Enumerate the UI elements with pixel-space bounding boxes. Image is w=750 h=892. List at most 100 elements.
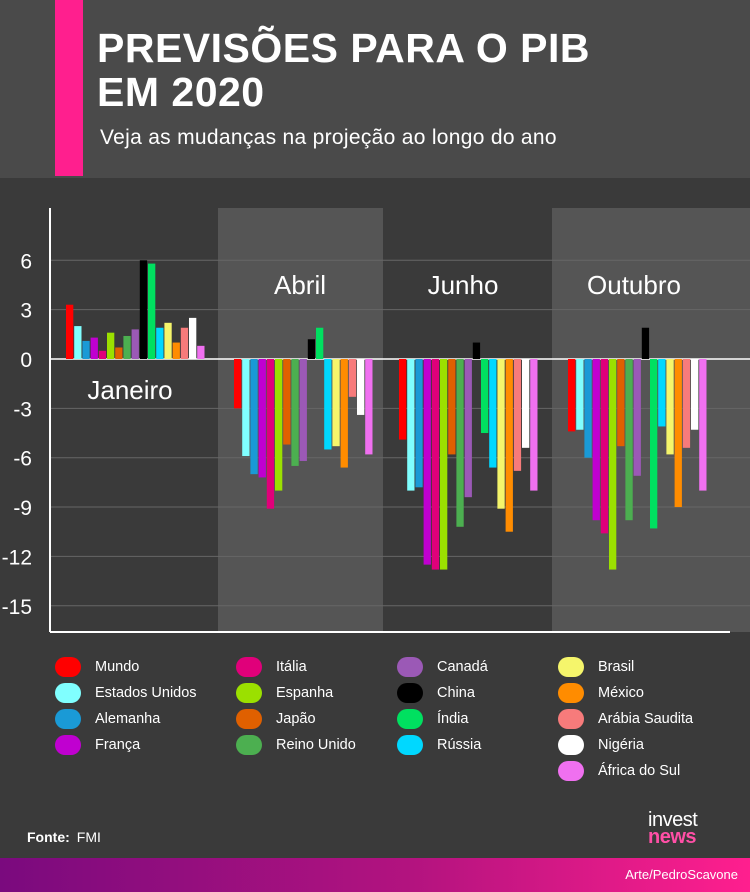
legend-label: Reino Unido bbox=[276, 737, 356, 753]
legend-item: Japão bbox=[236, 709, 316, 729]
legend-swatch bbox=[558, 683, 584, 703]
bar-janeiro-12 bbox=[164, 322, 172, 359]
legend-swatch bbox=[55, 735, 81, 755]
legend-swatch bbox=[397, 657, 423, 677]
bar-janeiro-16 bbox=[197, 345, 205, 359]
category-label-janeiro: Janeiro bbox=[87, 375, 172, 405]
source-value: FMI bbox=[76, 829, 101, 845]
bar-outubro-14 bbox=[682, 359, 691, 448]
bar-janeiro-7 bbox=[123, 335, 131, 359]
accent-bar bbox=[55, 0, 83, 176]
bar-junho-13 bbox=[505, 359, 513, 532]
bar-junho-2 bbox=[415, 359, 423, 488]
legend-swatch bbox=[397, 683, 423, 703]
legend-label: Arábia Saudita bbox=[598, 711, 694, 727]
bar-janeiro-6 bbox=[115, 347, 123, 359]
bar-junho-8 bbox=[464, 359, 472, 498]
legend-label: Estados Unidos bbox=[95, 685, 197, 701]
legend-swatch bbox=[55, 709, 81, 729]
legend-label: Espanha bbox=[276, 685, 334, 701]
legend-label: Japão bbox=[276, 711, 316, 727]
bar-outubro-7 bbox=[625, 359, 633, 521]
legend-item: Mundo bbox=[55, 657, 139, 677]
bar-abril-5 bbox=[275, 359, 283, 491]
bar-outubro-2 bbox=[584, 359, 592, 458]
bar-janeiro-4 bbox=[98, 350, 107, 359]
legend-label: França bbox=[95, 737, 141, 753]
bar-junho-3 bbox=[423, 359, 431, 565]
y-tick-label: -12 bbox=[2, 546, 32, 569]
bar-junho-15 bbox=[522, 359, 530, 448]
legend-swatch bbox=[55, 683, 81, 703]
bar-outubro-3 bbox=[592, 359, 600, 521]
bar-outubro-15 bbox=[691, 359, 699, 430]
legend-item: África do Sul bbox=[558, 761, 680, 781]
brand-logo-line-1: invest bbox=[648, 809, 698, 831]
y-tick-label: -9 bbox=[13, 497, 32, 520]
bar-abril-4 bbox=[266, 359, 275, 509]
source-label: Fonte: bbox=[27, 829, 70, 845]
bar-outubro-16 bbox=[699, 359, 707, 491]
legend-swatch bbox=[558, 735, 584, 755]
bar-abril-7 bbox=[291, 359, 299, 466]
legend-item: Rússia bbox=[397, 735, 481, 755]
bar-abril-14 bbox=[348, 359, 357, 397]
bar-outubro-5 bbox=[609, 359, 617, 570]
legend-label: Itália bbox=[276, 659, 307, 675]
y-tick-label: 6 bbox=[20, 250, 32, 273]
bar-janeiro-1 bbox=[74, 326, 82, 359]
legend-item: Estados Unidos bbox=[55, 683, 197, 703]
category-label-abril: Abril bbox=[274, 270, 326, 300]
legend-swatch bbox=[236, 683, 262, 703]
legend-item: Espanha bbox=[236, 683, 333, 703]
legend-label: Nigéria bbox=[598, 737, 644, 753]
y-tick-label: -15 bbox=[2, 596, 32, 619]
bar-junho-10 bbox=[481, 359, 489, 434]
legend-item: Reino Unido bbox=[236, 735, 356, 755]
bar-outubro-1 bbox=[576, 359, 584, 430]
gdp-bar-chart: 6 3 0 -3 -6 -9 -12 -15 Janeiro Abril Junho Outubro bbox=[2, 208, 750, 633]
category-label-junho: Junho bbox=[428, 270, 499, 300]
bar-junho-16 bbox=[530, 359, 538, 491]
group-background-edge bbox=[718, 208, 750, 632]
legend-label: Rússia bbox=[437, 737, 482, 753]
bar-janeiro-15 bbox=[189, 317, 197, 359]
legend-swatch bbox=[236, 709, 262, 729]
bar-janeiro-5 bbox=[107, 332, 115, 359]
y-tick-label: 3 bbox=[20, 300, 32, 323]
legend-item: México bbox=[558, 683, 644, 703]
title-line-1: PREVISÕES PARA O PIB bbox=[97, 25, 590, 71]
legend-swatch bbox=[397, 735, 423, 755]
y-tick-label: -6 bbox=[13, 448, 32, 471]
bar-abril-8 bbox=[299, 359, 307, 461]
bar-janeiro-0 bbox=[66, 304, 74, 359]
bar-outubro-13 bbox=[674, 359, 682, 508]
legend-item: Nigéria bbox=[558, 735, 644, 755]
bar-outubro-6 bbox=[617, 359, 625, 447]
legend-item: Índia bbox=[397, 709, 468, 729]
bar-janeiro-2 bbox=[82, 340, 90, 359]
bar-junho-4 bbox=[431, 359, 440, 570]
legend-swatch bbox=[558, 761, 584, 781]
source-note: Fonte: FMI bbox=[27, 829, 101, 845]
title-line-2: EM 2020 bbox=[97, 69, 265, 115]
legend-label: Alemanha bbox=[95, 711, 161, 727]
art-credit: Arte/PedroScavone bbox=[625, 867, 738, 882]
bar-junho-0 bbox=[399, 359, 407, 440]
bar-abril-9 bbox=[307, 339, 316, 359]
bar-janeiro-9 bbox=[139, 260, 148, 359]
bar-abril-11 bbox=[324, 359, 332, 450]
bar-janeiro-8 bbox=[131, 329, 139, 359]
bar-abril-6 bbox=[283, 359, 291, 445]
bar-abril-1 bbox=[242, 359, 250, 457]
legend-label: Canadá bbox=[437, 659, 488, 675]
bar-abril-13 bbox=[340, 359, 348, 468]
legend-label: África do Sul bbox=[598, 763, 681, 779]
bar-junho-12 bbox=[497, 359, 505, 509]
bar-outubro-8 bbox=[633, 359, 641, 476]
bar-junho-7 bbox=[456, 359, 464, 527]
y-tick-label: 0 bbox=[20, 349, 32, 372]
brand-logo-line-2: news bbox=[648, 826, 697, 848]
page-title: PREVISÕES PARA O PIB EM 2020 bbox=[97, 26, 717, 114]
legend-item: Brasil bbox=[558, 657, 634, 677]
